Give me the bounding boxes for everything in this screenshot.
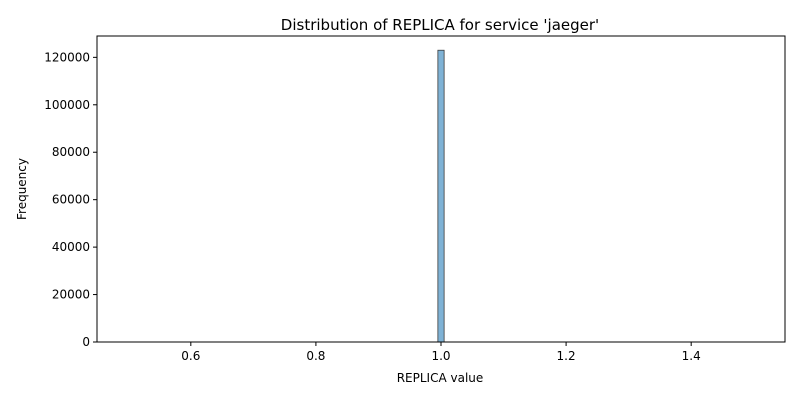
y-axis-label: Frequency xyxy=(15,158,29,220)
chart-title: Distribution of REPLICA for service 'jae… xyxy=(281,16,599,34)
y-tick-label: 60000 xyxy=(52,193,90,207)
x-tick-label: 1.0 xyxy=(431,349,450,363)
y-tick-label: 20000 xyxy=(52,288,90,302)
x-axis-ticks: 0.6 0.8 1.0 1.2 1.4 xyxy=(181,342,701,363)
y-axis-ticks: 0 20000 40000 60000 80000 100000 120000 xyxy=(44,50,97,349)
histogram-bar xyxy=(437,49,445,343)
y-tick-label: 100000 xyxy=(44,98,90,112)
y-tick-label: 120000 xyxy=(44,50,90,64)
y-tick-label: 80000 xyxy=(52,145,90,159)
y-tick-label: 0 xyxy=(82,335,90,349)
x-tick-label: 1.4 xyxy=(682,349,701,363)
bars-group xyxy=(437,49,445,343)
x-tick-label: 0.8 xyxy=(306,349,325,363)
x-tick-label: 0.6 xyxy=(181,349,200,363)
y-tick-label: 40000 xyxy=(52,240,90,254)
x-axis-label: REPLICA value xyxy=(397,371,484,385)
x-tick-label: 1.2 xyxy=(557,349,576,363)
